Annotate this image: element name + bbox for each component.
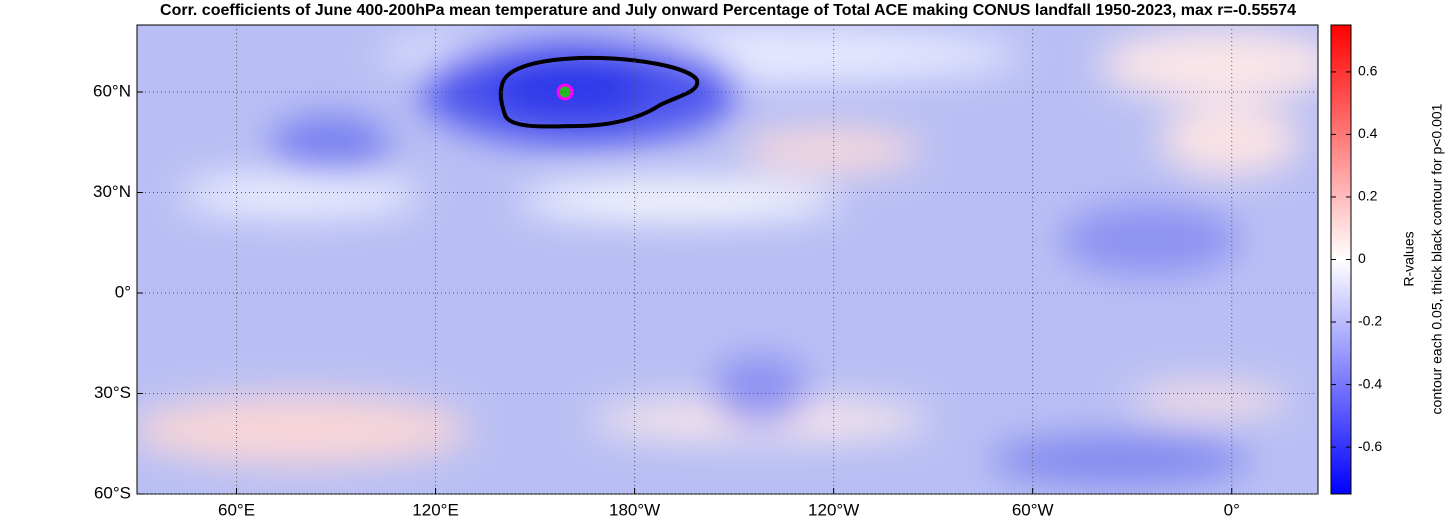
chart-title: Corr. coefficients of June 400-200hPa me…: [160, 2, 1296, 19]
y-tick-label: 30°S: [94, 383, 131, 402]
y-tick-label: 60°N: [93, 81, 131, 100]
y-tick-label: 60°S: [94, 483, 131, 502]
x-tick-label: 120°E: [412, 500, 459, 519]
plot-frame: [136, 24, 1319, 495]
colorbar-label: R-values: [1401, 231, 1417, 286]
x-tick-label: 120°W: [808, 500, 859, 519]
y-tick-label: 30°N: [93, 182, 131, 201]
field: [137, 25, 1318, 494]
colorbar-tick-label: -0.2: [1358, 313, 1382, 329]
colorbar-tick-label: 0.6: [1358, 63, 1378, 79]
x-tick-label: 0°: [1224, 500, 1240, 519]
y-tick-label: 0°: [115, 282, 131, 301]
colorbar-tick-label: 0.4: [1358, 125, 1378, 141]
colorbar-tick-label: 0.2: [1358, 188, 1378, 204]
x-tick-label: 60°W: [1012, 500, 1054, 519]
colorbar-tick-label: 0: [1358, 250, 1366, 266]
x-tick-label: 180°W: [609, 500, 660, 519]
colorbar-tick-label: -0.4: [1358, 375, 1382, 391]
colorbar-tick-label: -0.6: [1358, 438, 1382, 454]
colorbar-label: contour each 0.05, thick black contour f…: [1429, 103, 1445, 414]
x-tick-label: 60°E: [218, 500, 255, 519]
